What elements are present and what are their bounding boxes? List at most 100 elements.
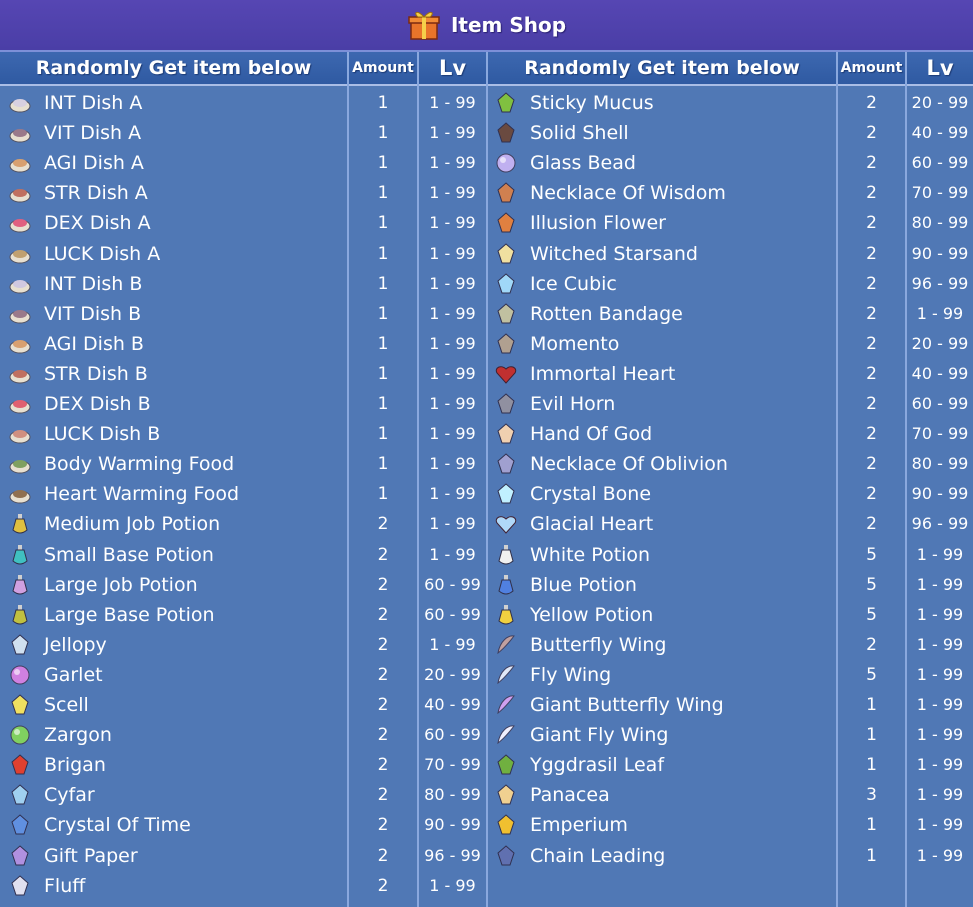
list-item[interactable]: Necklace Of Wisdom: [494, 178, 834, 208]
item-name: VIT Dish A: [44, 122, 142, 145]
list-item[interactable]: Large Base Potion: [8, 600, 345, 630]
list-item[interactable]: Rotten Bandage: [494, 299, 834, 329]
list-item[interactable]: Giant Butterfly Wing: [494, 690, 834, 720]
list-item[interactable]: Crystal Bone: [494, 479, 834, 509]
list-item[interactable]: DEX Dish A: [8, 208, 345, 238]
item-name: VIT Dish B: [44, 302, 142, 325]
list-item[interactable]: Large Job Potion: [8, 570, 345, 600]
item-level-range: 1 - 99: [429, 394, 476, 413]
list-item[interactable]: DEX Dish B: [8, 389, 345, 419]
list-item[interactable]: Hand Of God: [494, 419, 834, 449]
list-item[interactable]: STR Dish A: [8, 178, 345, 208]
list-item[interactable]: LUCK Dish A: [8, 239, 345, 269]
flower-icon: [494, 211, 518, 235]
list-item[interactable]: Immortal Heart: [494, 359, 834, 389]
item-level-range: 1 - 99: [429, 93, 476, 112]
list-item[interactable]: AGI Dish A: [8, 148, 345, 178]
str-dish-icon: [8, 181, 32, 205]
item-amount: 2: [377, 574, 389, 595]
list-item[interactable]: Yellow Potion: [494, 600, 834, 630]
list-item[interactable]: Evil Horn: [494, 389, 834, 419]
agi-dish-icon: [8, 151, 32, 175]
item-name: Garlet: [44, 663, 103, 686]
list-item[interactable]: Witched Starsand: [494, 239, 834, 269]
item-amount: 2: [866, 153, 877, 174]
list-item[interactable]: Emperium: [494, 810, 834, 840]
list-item[interactable]: Chain Leading: [494, 841, 834, 871]
list-item[interactable]: Blue Potion: [494, 570, 834, 600]
item-name: Illusion Flower: [530, 212, 666, 235]
list-item[interactable]: Scell: [8, 690, 345, 720]
list-item[interactable]: Garlet: [8, 660, 345, 690]
list-item[interactable]: Glass Bead: [494, 148, 834, 178]
item-name: Immortal Heart: [530, 362, 676, 385]
item-level-range: 60 - 99: [911, 394, 969, 413]
item-name: Solid Shell: [530, 122, 629, 145]
crystal-icon: [8, 813, 32, 837]
item-name: Ice Cubic: [530, 272, 617, 295]
list-item[interactable]: White Potion: [494, 540, 834, 570]
list-item[interactable]: VIT Dish B: [8, 299, 345, 329]
list-item[interactable]: Solid Shell: [494, 118, 834, 148]
list-item[interactable]: Yggdrasil Leaf: [494, 750, 834, 780]
item-amount: 2: [866, 333, 877, 354]
list-item[interactable]: Illusion Flower: [494, 208, 834, 238]
item-amount: 1: [377, 213, 389, 234]
item-amount: 1: [377, 424, 389, 445]
list-item[interactable]: Fluff: [8, 871, 345, 901]
column-divider: [347, 52, 349, 907]
item-amount: 1: [377, 273, 389, 294]
list-item[interactable]: INT Dish B: [8, 269, 345, 299]
list-item[interactable]: Brigan: [8, 750, 345, 780]
bandage-icon: [494, 302, 518, 326]
int-dish-icon: [8, 272, 32, 296]
list-item[interactable]: Crystal Of Time: [8, 810, 345, 840]
heart-icon: [494, 362, 518, 386]
item-amount: 1: [377, 123, 389, 144]
list-item[interactable]: Body Warming Food: [8, 449, 345, 479]
item-level-range: 1 - 99: [429, 183, 476, 203]
list-item[interactable]: STR Dish B: [8, 359, 345, 389]
zargon-icon: [8, 723, 32, 747]
wing-icon: [494, 723, 518, 747]
list-item[interactable]: Jellopy: [8, 630, 345, 660]
item-level-range: 1 - 99: [429, 273, 476, 293]
item-amount: 3: [866, 785, 877, 806]
item-name: Zargon: [44, 724, 112, 747]
list-item[interactable]: Heart Warming Food: [8, 479, 345, 509]
item-level-range: 60 - 99: [424, 725, 481, 745]
list-item[interactable]: LUCK Dish B: [8, 419, 345, 449]
item-name: Yggdrasil Leaf: [530, 754, 665, 777]
wing-icon: [494, 633, 518, 657]
list-item[interactable]: Butterfly Wing: [494, 630, 834, 660]
left-item-table: Randomly Get item below Amount Lv INT Di…: [0, 52, 488, 907]
left-header-item: Randomly Get item below: [0, 52, 347, 86]
item-level-range: 1 - 99: [916, 664, 964, 684]
list-item[interactable]: AGI Dish B: [8, 329, 345, 359]
list-item[interactable]: Gift Paper: [8, 841, 345, 871]
list-item[interactable]: Momento: [494, 329, 834, 359]
list-item[interactable]: Sticky Mucus: [494, 88, 834, 118]
list-item[interactable]: Necklace Of Oblivion: [494, 449, 834, 479]
item-name: LUCK Dish B: [44, 423, 161, 446]
item-level-range: 80 - 99: [911, 213, 969, 233]
list-item[interactable]: Medium Job Potion: [8, 509, 345, 539]
list-item[interactable]: VIT Dish A: [8, 118, 345, 148]
list-item[interactable]: Zargon: [8, 720, 345, 750]
item-amount: 1: [377, 153, 389, 174]
item-amount: 2: [866, 394, 877, 414]
item-amount: 1: [377, 243, 389, 264]
list-item[interactable]: Glacial Heart: [494, 509, 834, 539]
list-item[interactable]: Fly Wing: [494, 660, 834, 690]
list-item[interactable]: Panacea: [494, 780, 834, 810]
vit-dish-icon: [8, 302, 32, 326]
item-name: Emperium: [530, 814, 628, 837]
list-item[interactable]: Cyfar: [8, 780, 345, 810]
list-item[interactable]: Giant Fly Wing: [494, 720, 834, 750]
item-amount: 2: [377, 755, 389, 776]
list-item[interactable]: INT Dish A: [8, 88, 345, 118]
list-item[interactable]: Ice Cubic: [494, 269, 834, 299]
list-item[interactable]: Small Base Potion: [8, 540, 345, 570]
item-level-range: 1 - 99: [429, 875, 476, 895]
item-name: Necklace Of Oblivion: [530, 453, 728, 476]
